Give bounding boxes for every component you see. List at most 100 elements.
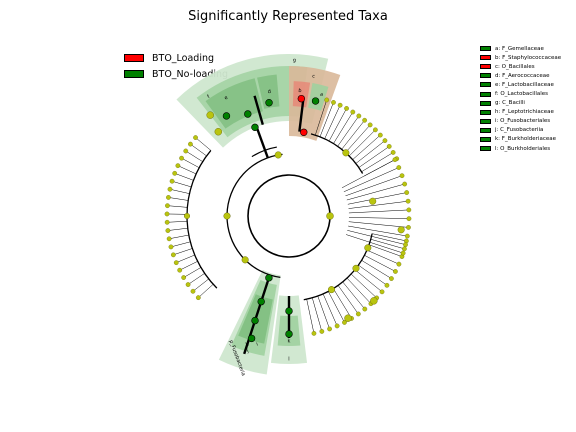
left-leaf-node: [164, 211, 170, 217]
taxa-legend-item: e: F_Lactobacillaceae: [480, 80, 561, 89]
internal-node: [344, 314, 352, 322]
left-branch: [195, 137, 212, 151]
clade-label-k: k: [288, 339, 291, 345]
taxa-legend-swatch: [480, 109, 491, 115]
lower-right-leaf-node: [327, 326, 332, 332]
upper-right-branch: [361, 152, 394, 172]
lower-right-branch: [337, 285, 359, 315]
internal-node: [326, 212, 334, 220]
upper-right-leaf-node: [390, 150, 396, 155]
group-legend: BTO_Loading BTO_No-loading: [124, 50, 228, 82]
backbone-arc-outer: [186, 150, 218, 289]
lower-right-branch: [372, 233, 407, 242]
lower-right-branch: [342, 281, 365, 310]
legend-label-loading: BTO_Loading: [152, 52, 215, 64]
node-h-leptotrichiaceae: [247, 334, 256, 343]
upper-right-branch: [328, 108, 347, 142]
node-l-burkholderiales: [285, 307, 293, 315]
taxa-legend-swatch: [480, 100, 491, 106]
upper-right-leaf-node: [373, 127, 378, 133]
lower-right-leaf-node: [389, 276, 394, 281]
left-leaf-node: [188, 141, 193, 147]
right-leaf-node: [396, 165, 402, 170]
taxa-legend-label: i: O_Fusobacteriales: [495, 118, 551, 125]
left-leaf-node: [172, 170, 178, 176]
internal-node: [364, 244, 372, 252]
lower-right-leaf-node: [342, 320, 347, 325]
right-branch: [345, 234, 404, 254]
taxa-legend-item: i: O_Fusobacteriales: [480, 117, 561, 126]
bacilli-stem: [255, 126, 269, 159]
lower-right-leaf-node: [319, 329, 325, 334]
backbone-arc-left: [226, 153, 283, 279]
upper-right-branch: [341, 120, 365, 150]
clade-label-i: i: [256, 341, 259, 347]
upper-right-leaf-node: [337, 102, 343, 108]
root-ring: [247, 174, 331, 258]
right-leaf-node: [403, 242, 408, 248]
backbone-arc-upper-right: [310, 133, 364, 174]
upper-right-leaf-node: [386, 144, 392, 149]
internal-node: [369, 197, 377, 205]
right-branch: [346, 183, 405, 201]
left-leaf-node: [193, 135, 198, 140]
left-leaf-node: [169, 178, 175, 184]
taxa-legend-item: b: F_Staphylococcaceae: [480, 53, 561, 62]
clade-shade-e: [205, 78, 263, 129]
lower-right-branch: [306, 299, 315, 334]
legend-item-loading: BTO_Loading: [124, 50, 228, 66]
legend-swatch-no-loading: [124, 70, 144, 78]
legend-item-no-loading: BTO_No-loading: [124, 66, 228, 82]
taxa-legend: a: F_Gemellaceae b: F_Staphylococcaceae c:…: [480, 44, 561, 153]
clade-label-b: b: [298, 88, 302, 94]
taxa-legend-label: l: O_Burkholderiales: [495, 145, 551, 152]
right-branch: [348, 217, 409, 219]
taxa-legend-item: j: C_Fusobacteriia: [480, 126, 561, 135]
left-leaf-node: [185, 282, 191, 287]
legend-swatch-loading: [124, 54, 144, 62]
upper-right-leaf-node: [362, 117, 367, 123]
left-branch: [176, 254, 195, 263]
clade-label-l: l: [288, 357, 289, 363]
upper-right-branch: [355, 140, 386, 164]
right-leaf-node: [392, 157, 398, 163]
lower-right-branch: [317, 295, 330, 330]
left-leaf-node: [183, 148, 189, 154]
taxa-legend-swatch: [480, 146, 491, 152]
bacillales-stem: [298, 98, 305, 132]
internal-node: [206, 111, 214, 119]
taxa-legend-swatch: [480, 55, 491, 61]
left-leaf-node: [165, 203, 170, 209]
left-leaf-node: [167, 186, 173, 192]
node-k-burkholderiaceae: [285, 330, 293, 338]
left-branch: [177, 165, 197, 175]
clade-label-g: g: [293, 58, 296, 64]
clade-label-d: d: [267, 89, 271, 95]
lower-right-branch: [358, 264, 388, 286]
right-leaf-node: [406, 225, 411, 230]
taxa-legend-swatch: [480, 46, 491, 52]
right-leaf-node: [402, 181, 408, 187]
lower-right-leaf-node: [396, 261, 402, 267]
taxa-legend-label: k: F_Burkholderiaceae: [495, 136, 556, 143]
right-leaf-node: [405, 198, 411, 204]
clade-label-f: f: [206, 94, 211, 100]
lower-right-branch: [354, 269, 383, 292]
lower-right-leaf-node: [362, 306, 368, 312]
taxa-legend-label: a: F_Gemellaceae: [495, 45, 544, 52]
taxa-legend-label: d: F_Aerococcaceae: [495, 72, 550, 79]
right-branch: [345, 175, 403, 197]
left-branch: [167, 205, 188, 208]
upper-right-branch: [324, 105, 341, 139]
upper-right-branch: [345, 124, 371, 153]
left-leaf-node: [165, 228, 171, 233]
clade-label-a: a: [319, 91, 324, 98]
upper-right-leaf-node: [367, 122, 373, 128]
legend-label-no-loading: BTO_No-loading: [152, 68, 229, 80]
lower-right-branch: [370, 239, 405, 250]
right-leaf-node: [399, 173, 405, 179]
left-branch: [174, 173, 194, 181]
node-d-aerococcaceae: [265, 99, 273, 107]
taxa-legend-swatch: [480, 73, 491, 79]
node-c-bacillales: [300, 128, 308, 136]
